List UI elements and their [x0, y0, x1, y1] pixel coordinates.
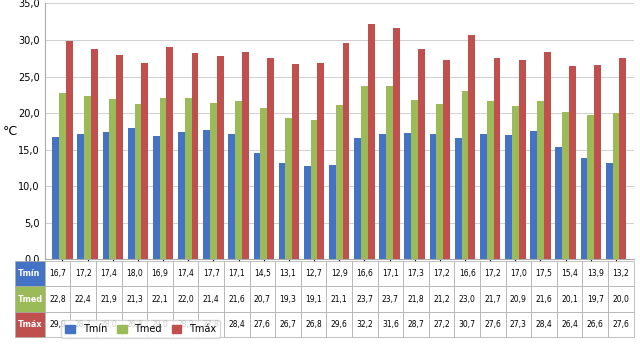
- Bar: [556, 147, 563, 259]
- Bar: [153, 136, 159, 259]
- Bar: [228, 134, 235, 259]
- Bar: [461, 91, 468, 259]
- Bar: [203, 130, 210, 259]
- Bar: [159, 98, 166, 259]
- Bar: [531, 131, 537, 259]
- Bar: [116, 55, 123, 259]
- Bar: [292, 64, 299, 259]
- Bar: [253, 153, 260, 259]
- Y-axis label: °C: °C: [3, 125, 17, 138]
- Bar: [468, 35, 476, 259]
- Bar: [519, 60, 525, 259]
- Bar: [185, 99, 191, 259]
- Bar: [537, 101, 544, 259]
- Bar: [242, 52, 249, 259]
- Bar: [594, 65, 601, 259]
- Bar: [563, 112, 569, 259]
- Bar: [285, 118, 292, 259]
- Bar: [342, 43, 349, 259]
- Bar: [404, 133, 412, 259]
- Bar: [512, 107, 519, 259]
- Bar: [480, 134, 487, 259]
- Bar: [329, 165, 336, 259]
- Bar: [429, 134, 436, 259]
- Bar: [487, 101, 493, 259]
- Bar: [418, 49, 425, 259]
- Bar: [52, 137, 59, 259]
- Bar: [386, 86, 393, 259]
- Bar: [354, 138, 361, 259]
- Bar: [178, 132, 185, 259]
- Bar: [393, 28, 400, 259]
- Legend: Tmín, Tmed, Tmáx: Tmín, Tmed, Tmáx: [61, 320, 220, 338]
- Bar: [493, 57, 500, 259]
- Bar: [336, 105, 342, 259]
- Bar: [612, 113, 620, 259]
- Bar: [620, 57, 626, 259]
- Bar: [505, 135, 512, 259]
- Bar: [141, 63, 148, 259]
- Bar: [102, 132, 109, 259]
- Bar: [368, 24, 374, 259]
- Bar: [569, 66, 576, 259]
- Bar: [267, 57, 274, 259]
- Bar: [304, 166, 310, 259]
- Bar: [91, 49, 98, 259]
- Bar: [217, 56, 223, 259]
- Bar: [210, 103, 217, 259]
- Bar: [84, 95, 91, 259]
- Bar: [436, 104, 444, 259]
- Bar: [77, 134, 84, 259]
- Bar: [235, 101, 242, 259]
- Bar: [606, 163, 612, 259]
- Bar: [66, 41, 72, 259]
- Bar: [166, 47, 173, 259]
- Bar: [109, 99, 116, 259]
- Bar: [444, 61, 450, 259]
- Bar: [59, 93, 66, 259]
- Bar: [412, 100, 418, 259]
- Bar: [278, 163, 285, 259]
- Bar: [134, 103, 141, 259]
- Bar: [317, 63, 324, 259]
- Bar: [544, 52, 550, 259]
- Bar: [191, 53, 198, 259]
- Bar: [580, 158, 588, 259]
- Bar: [588, 115, 594, 259]
- Bar: [361, 86, 368, 259]
- Bar: [260, 108, 267, 259]
- Bar: [380, 134, 386, 259]
- Bar: [128, 128, 134, 259]
- Bar: [455, 138, 461, 259]
- Bar: [310, 120, 317, 259]
